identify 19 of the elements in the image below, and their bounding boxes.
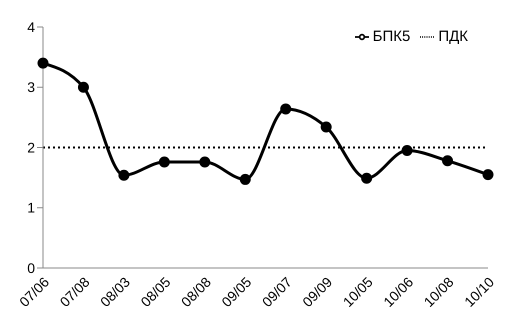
point bbox=[118, 170, 130, 181]
point bbox=[199, 156, 210, 168]
point bbox=[482, 169, 494, 180]
legend-label: БПК5 bbox=[372, 28, 410, 45]
y-tick-label: 3 bbox=[27, 79, 36, 96]
point bbox=[38, 58, 48, 69]
point bbox=[158, 156, 170, 168]
legend-label: ПДК bbox=[438, 28, 468, 45]
y-tick-label: 1 bbox=[27, 200, 36, 216]
y-tick-label: 2 bbox=[27, 139, 36, 156]
y-tick-label: 4 bbox=[27, 18, 36, 35]
y-tick-label: 0 bbox=[27, 260, 36, 276]
point bbox=[361, 172, 372, 184]
point bbox=[402, 145, 413, 156]
point bbox=[280, 103, 292, 114]
point bbox=[320, 122, 332, 133]
point bbox=[78, 82, 89, 93]
point bbox=[240, 174, 251, 185]
point bbox=[442, 155, 454, 166]
